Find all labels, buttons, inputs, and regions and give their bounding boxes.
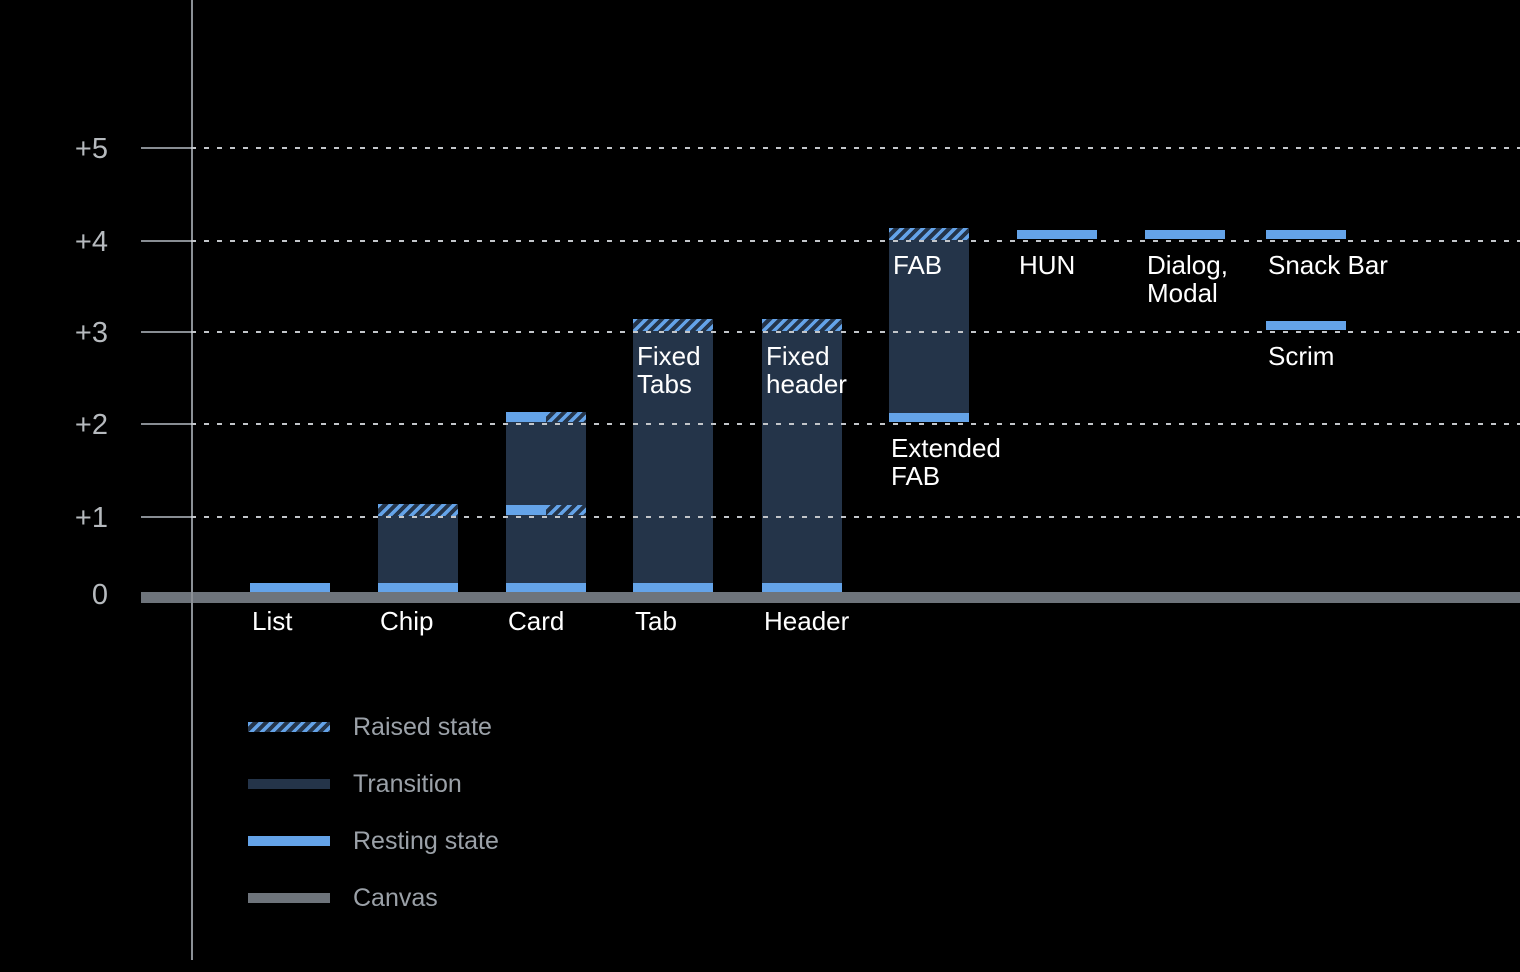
bar-segment-raised bbox=[633, 319, 713, 331]
y-axis-label: +5 bbox=[74, 133, 108, 165]
bar-inner-label: Fixed header bbox=[766, 341, 847, 399]
bar-segment-raised bbox=[762, 319, 842, 331]
bar-segment-raised bbox=[889, 228, 969, 240]
bar-segment-resting bbox=[889, 413, 969, 422]
category-label: List bbox=[252, 606, 293, 636]
bar-segment-raised-half bbox=[546, 505, 586, 515]
legend-label: Canvas bbox=[353, 884, 438, 912]
bar-segment-transition bbox=[889, 239, 969, 422]
category-label: Chip bbox=[380, 606, 434, 636]
y-axis-label: 0 bbox=[91, 579, 108, 611]
category-label: Tab bbox=[635, 606, 677, 636]
axis-tick bbox=[141, 331, 193, 333]
bar-segment-resting bbox=[1017, 230, 1097, 239]
bar-segment-resting bbox=[633, 583, 713, 592]
gridline bbox=[191, 147, 1520, 149]
bar-segment-resting-half bbox=[506, 412, 546, 422]
y-axis-label: +2 bbox=[74, 409, 108, 441]
legend-label: Transition bbox=[353, 770, 462, 798]
gridline bbox=[191, 423, 1520, 425]
canvas-baseline bbox=[141, 592, 1520, 603]
bar-segment-raised bbox=[378, 504, 458, 516]
bar-segment-raised-half bbox=[546, 412, 586, 422]
bar-segment-resting bbox=[506, 583, 586, 592]
bar-segment-transition bbox=[633, 330, 713, 592]
y-axis-label: +1 bbox=[74, 502, 108, 534]
bar-segment-resting bbox=[378, 583, 458, 592]
legend-label: Resting state bbox=[353, 827, 499, 855]
axis-tick bbox=[141, 147, 193, 149]
y-axis-line bbox=[191, 0, 193, 960]
bar-segment-resting bbox=[1266, 230, 1346, 239]
y-axis-label: +3 bbox=[74, 317, 108, 349]
bar-segment-resting-half bbox=[506, 505, 546, 515]
legend-item-transition: Transition bbox=[248, 769, 499, 799]
bar-segment-transition bbox=[378, 515, 458, 592]
bar-inner-label: Fixed Tabs bbox=[637, 341, 701, 399]
axis-tick bbox=[141, 423, 193, 425]
canvas-swatch-icon bbox=[248, 893, 330, 903]
legend-item-resting-state: Resting state bbox=[248, 826, 499, 856]
category-label: Card bbox=[508, 606, 565, 636]
legend-item-raised-state: Raised state bbox=[248, 712, 499, 742]
bar-below-label: Extended FAB bbox=[891, 433, 1001, 491]
legend-label: Raised state bbox=[353, 713, 492, 741]
bar-below-label: Scrim bbox=[1268, 341, 1335, 371]
axis-tick bbox=[141, 240, 193, 242]
gridline bbox=[191, 331, 1520, 333]
resting-state-swatch-icon bbox=[248, 836, 330, 846]
bar-below-label: Dialog, Modal bbox=[1147, 250, 1228, 308]
bar-inner-label: FAB bbox=[893, 250, 943, 280]
gridline bbox=[191, 516, 1520, 518]
bar-segment-resting bbox=[1266, 321, 1346, 330]
chart-legend: Raised state Transition Resting state Ca… bbox=[248, 712, 499, 913]
bar-segment-resting bbox=[762, 583, 842, 592]
y-axis-label: +4 bbox=[74, 226, 108, 258]
bar-below-label: HUN bbox=[1019, 250, 1076, 280]
transition-swatch-icon bbox=[248, 779, 330, 789]
bar-segment-transition bbox=[762, 330, 842, 592]
legend-item-canvas: Canvas bbox=[248, 883, 499, 913]
gridline bbox=[191, 240, 1520, 242]
raised-state-swatch-icon bbox=[248, 722, 330, 732]
category-label: Header bbox=[764, 606, 850, 636]
bar-segment-resting bbox=[1145, 230, 1225, 239]
bar-segment-resting bbox=[250, 583, 330, 592]
axis-tick bbox=[141, 516, 193, 518]
bar-below-label: Snack Bar bbox=[1268, 250, 1388, 280]
